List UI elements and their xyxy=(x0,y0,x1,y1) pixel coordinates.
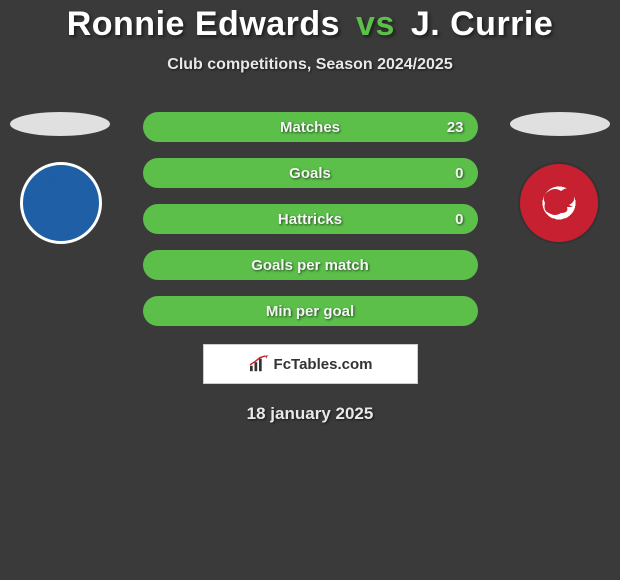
stat-label: Goals per match xyxy=(251,257,369,274)
vs-label: vs xyxy=(356,5,395,43)
stat-row: Matches 23 xyxy=(143,112,478,142)
subtitle: Club competitions, Season 2024/2025 xyxy=(167,56,452,74)
player2-club-crest xyxy=(518,162,600,244)
stat-label: Matches xyxy=(280,119,340,136)
player1-club-crest xyxy=(20,162,102,244)
player1-name: Ronnie Edwards xyxy=(67,5,340,43)
branding-label: FcTables.com xyxy=(274,356,373,373)
player2-name: J. Currie xyxy=(411,5,553,43)
stat-value-right: 0 xyxy=(455,211,463,228)
shield-icon xyxy=(23,165,99,241)
footer-date: 18 january 2025 xyxy=(247,404,374,424)
page-title: Ronnie Edwards vs J. Currie xyxy=(67,5,554,44)
player2-photo-placeholder xyxy=(510,112,610,136)
stat-row: Min per goal xyxy=(143,296,478,326)
player1-photo-placeholder xyxy=(10,112,110,136)
chart-icon xyxy=(248,355,270,373)
stat-row: Goals 0 xyxy=(143,158,478,188)
stats-list: Matches 23 Goals 0 Hattricks 0 Goals per match… xyxy=(143,112,478,326)
stat-value-right: 23 xyxy=(447,119,464,136)
comparison-panel: Matches 23 Goals 0 Hattricks 0 Goals per match… xyxy=(0,112,620,326)
stat-label: Goals xyxy=(289,165,331,182)
stat-label: Hattricks xyxy=(278,211,342,228)
stat-label: Min per goal xyxy=(266,303,354,320)
fctables-branding: FcTables.com xyxy=(203,344,418,384)
dragon-icon xyxy=(533,177,585,229)
stat-value-right: 0 xyxy=(455,165,463,182)
stat-row: Hattricks 0 xyxy=(143,204,478,234)
stat-row: Goals per match xyxy=(143,250,478,280)
